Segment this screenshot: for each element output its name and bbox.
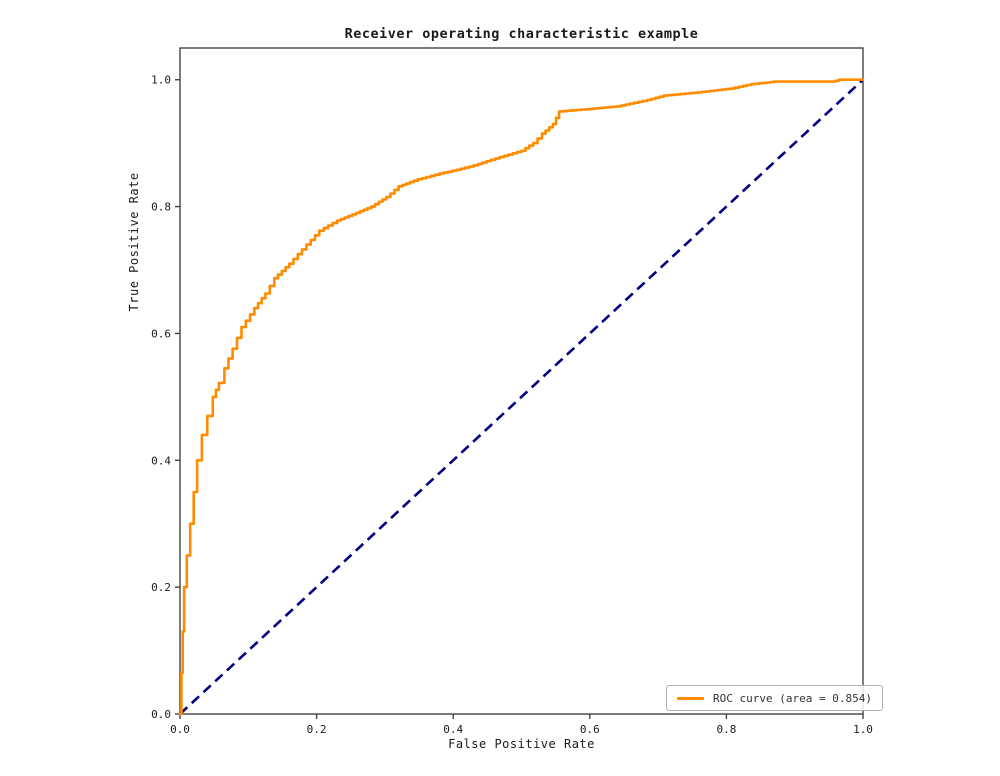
y-tick-label: 1.0 [151, 74, 171, 87]
x-tick-label: 0.4 [443, 723, 463, 736]
x-axis-label: False Positive Rate [448, 737, 595, 751]
roc-curve-legend-swatch [677, 696, 704, 700]
legend: ROC curve (area = 0.854) [666, 685, 883, 711]
axes-frame [179, 47, 864, 715]
x-tick-label: 0.2 [307, 723, 327, 736]
legend-label: ROC curve (area = 0.854) [713, 691, 872, 705]
y-tick-label: 0.4 [151, 454, 171, 467]
x-tick-label: 1.0 [853, 723, 873, 736]
x-tick-label: 0.6 [580, 723, 600, 736]
y-tick-label: 0.6 [151, 327, 171, 340]
y-axis-label-text: True Positive Rate [127, 172, 141, 312]
y-tick-label: 0.0 [151, 708, 171, 721]
chart-title: Receiver operating characteristic exampl… [344, 26, 699, 42]
y-tick-label: 0.2 [151, 581, 171, 594]
chance-diagonal-line [179, 78, 864, 715]
roc-curve-line [178, 78, 865, 716]
x-tick-label: 0.8 [716, 723, 736, 736]
y-tick-label: 0.8 [151, 201, 171, 214]
x-tick-label: 0.0 [170, 723, 190, 736]
